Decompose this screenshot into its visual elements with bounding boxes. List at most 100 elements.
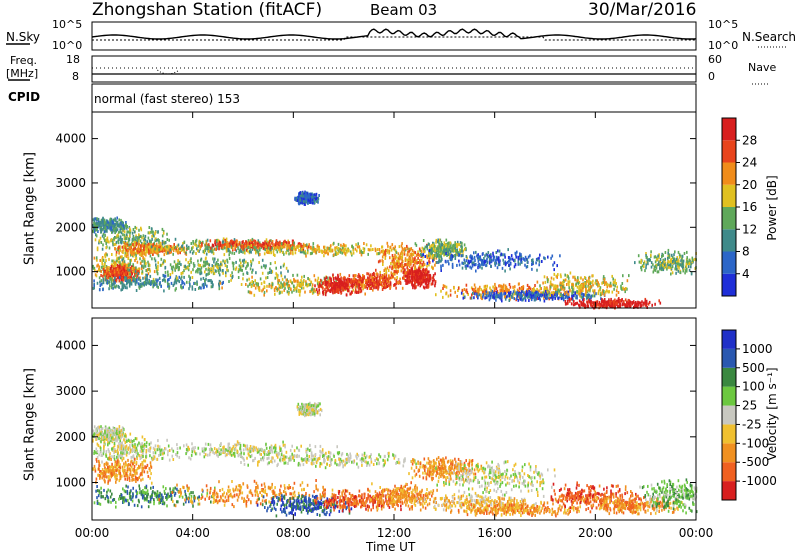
power-cell: [412, 253, 415, 256]
power-cell: [114, 273, 116, 277]
power-cell: [117, 273, 120, 277]
power-cell: [181, 286, 183, 290]
power-cell: [342, 243, 345, 247]
power-cell: [225, 271, 227, 275]
power-cell: [180, 263, 182, 267]
power-cell: [381, 288, 384, 291]
power-cell: [521, 298, 523, 302]
power-cell: [252, 281, 255, 284]
power-cell: [289, 244, 292, 248]
power-cell: [476, 292, 478, 296]
power-cell: [278, 248, 280, 252]
power-cell: [521, 290, 524, 294]
power-cell: [115, 250, 118, 254]
power-cell: [456, 263, 458, 267]
power-cell: [414, 284, 416, 288]
power-cell: [198, 285, 201, 289]
power-cell: [495, 298, 497, 302]
power-cell: [401, 263, 404, 267]
power-cell: [497, 294, 500, 298]
power-cell: [159, 242, 162, 246]
power-cell: [351, 285, 354, 289]
power-cell: [324, 288, 326, 292]
power-cell: [255, 271, 257, 275]
power-cell: [490, 264, 492, 268]
power-cell: [454, 257, 457, 260]
power-cell: [283, 262, 285, 266]
power-cell: [371, 283, 374, 287]
power-cell: [246, 249, 249, 253]
power-cell: [356, 245, 359, 249]
power-cell: [112, 268, 114, 272]
power-cell: [146, 275, 148, 279]
power-cell: [267, 271, 269, 275]
power-cell: [289, 247, 291, 251]
power-cell: [574, 291, 576, 295]
power-cell: [326, 249, 328, 253]
power-cell: [426, 256, 429, 260]
power-cell: [133, 279, 136, 283]
power-cell: [392, 266, 395, 270]
power-cell: [513, 288, 516, 292]
power-cell: [272, 250, 275, 254]
power-cell: [397, 265, 400, 268]
power-cell: [473, 290, 475, 294]
power-cell: [545, 296, 547, 300]
power-cell: [100, 229, 103, 233]
power-cell: [247, 263, 249, 267]
power-cell: [327, 283, 330, 287]
power-cell: [159, 245, 162, 249]
power-cell: [438, 238, 441, 242]
power-cell: [552, 291, 555, 294]
power-cell: [433, 247, 435, 251]
power-cell: [154, 230, 157, 234]
power-cell: [521, 294, 524, 298]
power-cell: [264, 244, 267, 248]
power-cell: [261, 244, 264, 248]
power-cell: [519, 257, 521, 261]
power-cell: [520, 253, 522, 257]
power-cell: [395, 266, 397, 270]
power-cell: [392, 260, 395, 264]
power-cell: [317, 285, 320, 288]
power-cell: [538, 263, 540, 267]
power-cell: [156, 246, 159, 250]
power-cell: [285, 251, 288, 255]
power-cell: [448, 245, 451, 249]
power-cell: [434, 280, 437, 284]
power-cell: [123, 241, 125, 244]
power-cell: [517, 255, 519, 259]
power-cell: [169, 248, 172, 252]
power-cell: [269, 267, 271, 271]
power-cell: [169, 250, 172, 254]
power-cell: [105, 242, 107, 245]
power-cell: [135, 234, 137, 238]
power-cell: [399, 255, 402, 259]
power-cell: [162, 262, 164, 266]
power-cell: [424, 245, 427, 249]
power-cell: [408, 249, 410, 253]
power-cell: [137, 282, 140, 286]
power-cell: [193, 264, 195, 268]
power-cell: [410, 274, 413, 277]
power-cell: [194, 242, 196, 246]
power-cell: [482, 252, 484, 256]
power-cell: [128, 271, 130, 275]
power-cell: [327, 288, 330, 292]
power-cell: [416, 253, 419, 257]
power-cell: [148, 251, 150, 255]
power-cell: [445, 292, 447, 296]
power-cell: [496, 295, 498, 299]
power-cell: [409, 248, 411, 252]
power-cell: [507, 288, 510, 292]
power-cell: [589, 297, 591, 301]
power-cell: [485, 252, 488, 256]
power-cell: [149, 251, 152, 255]
power-cell: [99, 223, 101, 227]
power-cell: [111, 230, 114, 234]
power-cell: [167, 284, 169, 288]
power-cell: [426, 261, 429, 265]
power-cell: [413, 278, 415, 282]
power-cell: [204, 262, 206, 266]
power-cell: [117, 284, 120, 288]
